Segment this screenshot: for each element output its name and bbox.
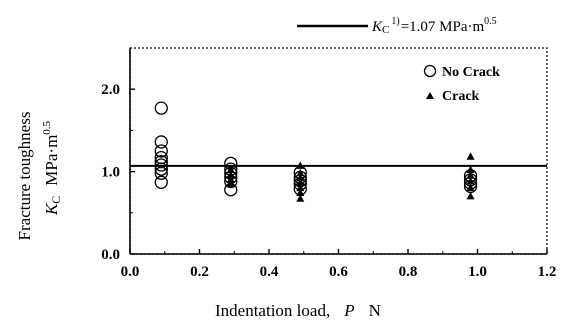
y-axis-unit-sup: 0.5 — [41, 120, 53, 134]
point-crack — [296, 183, 305, 192]
x-axis-unit: N — [369, 301, 381, 320]
point-crack — [226, 165, 235, 173]
point-no-crack — [154, 162, 168, 176]
y-axis-symbol: K — [42, 202, 61, 216]
point-crack — [466, 171, 475, 179]
point-crack — [226, 179, 235, 187]
x-tick-label: 0.0 — [121, 264, 140, 280]
point-no-crack — [154, 101, 168, 115]
x-axis-symbol: P — [343, 301, 354, 320]
x-axis-title: Indentation load, P N — [215, 301, 381, 320]
point-crack — [466, 191, 475, 200]
x-tick-label: 0.8 — [399, 264, 418, 280]
reference-value-sup: 0.5 — [484, 16, 497, 27]
point-crack — [296, 161, 305, 169]
point-crack — [466, 165, 475, 173]
plot-area: 0.0 0.2 0.4 0.6 0.8 1.0 1.2 0.0 1.0 2.0 — [101, 47, 557, 280]
plot-frame — [129, 47, 548, 255]
point-no-crack — [154, 166, 168, 180]
point-crack — [226, 175, 235, 183]
point-crack — [296, 188, 305, 197]
point-no-crack — [154, 144, 168, 158]
x-tick-label: 0.4 — [260, 264, 279, 280]
point-crack — [226, 171, 235, 179]
point-no-crack — [154, 135, 168, 149]
legend-label-crack: Crack — [442, 89, 480, 104]
y-tick-label: 0.0 — [101, 247, 120, 263]
point-crack — [296, 194, 305, 202]
reference-value-text: =1.07 MPa·m — [401, 19, 485, 35]
point-crack — [466, 152, 475, 160]
x-axis-title-text: Indentation load, — [215, 301, 330, 320]
y-axis-title-line1: Fracture toughness — [15, 112, 34, 241]
x-tick-label: 0.6 — [329, 264, 348, 280]
x-tick-label: 0.2 — [190, 264, 209, 280]
legend: No Crack Crack — [423, 64, 500, 104]
point-crack — [296, 173, 305, 182]
legend-label-no-crack: No Crack — [442, 65, 500, 80]
x-axis-ticks: 0.0 0.2 0.4 0.6 0.8 1.0 1.2 — [121, 249, 557, 280]
point-no-crack — [154, 175, 168, 189]
y-axis-subscript: C — [49, 196, 63, 204]
reference-symbol: K — [371, 19, 383, 35]
legend-marker-crack — [426, 92, 434, 99]
point-no-crack — [154, 158, 168, 172]
x-tick-label: 1.2 — [538, 264, 557, 280]
point-crack — [296, 178, 305, 187]
reference-legend: KC1)=1.07 MPa·m0.5 — [297, 16, 497, 36]
reference-superscript: 1) — [391, 16, 399, 27]
y-axis-unit: MPa·m — [42, 135, 61, 186]
data-points — [154, 101, 478, 202]
y-axis-ticks: 0.0 1.0 2.0 — [101, 82, 135, 263]
point-crack — [296, 168, 305, 177]
point-crack — [466, 183, 475, 192]
point-crack — [466, 176, 475, 185]
y-tick-label: 2.0 — [101, 82, 120, 98]
reference-subscript: C — [382, 24, 389, 36]
reference-legend-label: KC1)=1.07 MPa·m0.5 — [371, 16, 497, 36]
y-axis-title-line2: KC MPa·m0.5 — [41, 120, 63, 216]
x-tick-label: 1.0 — [468, 264, 487, 280]
legend-marker-no-crack — [423, 64, 437, 78]
y-tick-label: 1.0 — [101, 165, 120, 181]
